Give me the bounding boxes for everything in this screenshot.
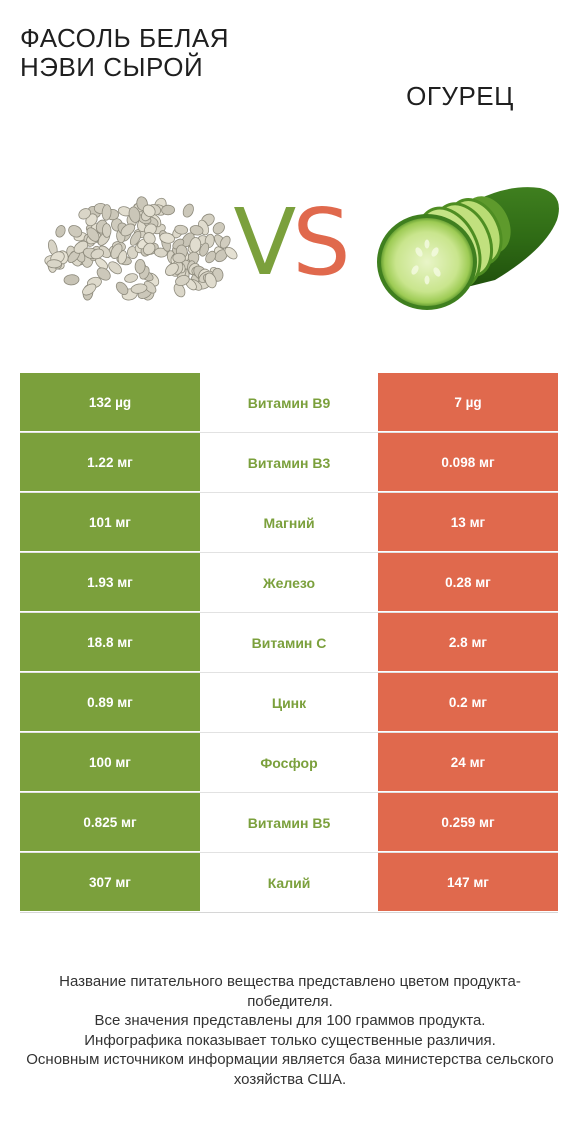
table-row: 1.93 мг Железо 0.28 мг [20,553,558,613]
left-value-cell: 0.825 мг [20,793,200,852]
left-value-cell: 307 мг [20,853,200,912]
nutrient-name-cell: Магний [200,493,378,552]
right-product-title: ОГУРЕЦ [406,81,514,111]
footer-line-3: Инфографика показывает только существенн… [84,1031,496,1049]
left-value-cell: 1.22 мг [20,433,200,492]
footer-line-4: Основным источником информации является … [26,1051,554,1088]
nutrient-name-cell: Витамин B3 [200,433,378,492]
table-row: 0.89 мг Цинк 0.2 мг [20,673,558,733]
right-value-cell: 24 мг [378,733,558,792]
right-value-cell: 0.098 мг [378,433,558,492]
vs-label: VS [228,188,352,298]
table-row: 1.22 мг Витамин B3 0.098 мг [20,433,558,493]
left-value-cell: 101 мг [20,493,200,552]
vs-v: V [233,189,296,296]
left-value-cell: 132 µg [20,373,200,432]
nutrient-name-cell: Фосфор [200,733,378,792]
right-value-cell: 13 мг [378,493,558,552]
right-value-cell: 0.2 мг [378,673,558,732]
right-value-cell: 147 мг [378,853,558,912]
table-row: 100 мг Фосфор 24 мг [20,733,558,793]
comparison-table: 132 µg Витамин B9 7 µg 1.22 мг Витамин B3 0.0… [20,373,558,913]
nutrient-name-cell: Витамин B9 [200,373,378,432]
left-product-title: ФАСОЛЬ БЕЛАЯ НЭВИ СЫРОЙ [20,23,230,82]
nutrient-name-cell: Витамин C [200,613,378,672]
right-value-cell: 0.28 мг [378,553,558,612]
vs-s: S [292,189,350,296]
footer-line-2: Все значения представлены для 100 граммо… [94,1012,486,1029]
table-row: 101 мг Магний 13 мг [20,493,558,553]
right-value-cell: 2.8 мг [378,613,558,672]
table-row: 0.825 мг Витамин B5 0.259 мг [20,793,558,853]
nutrient-name-cell: Железо [200,553,378,612]
table-row: 307 мг Калий 147 мг [20,853,558,913]
left-value-cell: 1.93 мг [20,553,200,612]
right-value-cell: 7 µg [378,373,558,432]
nutrient-name-cell: Витамин B5 [200,793,378,852]
left-value-cell: 100 мг [20,733,200,792]
cucumber-image [377,187,559,310]
table-row: 18.8 мг Витамин C 2.8 мг [20,613,558,673]
nutrient-name-cell: Цинк [200,673,378,732]
footer-line-1: Название питательного вещества представл… [59,973,521,1010]
footer-notes: Название питательного вещества представл… [20,972,560,1089]
table-row: 132 µg Витамин B9 7 µg [20,373,558,433]
left-value-cell: 18.8 мг [20,613,200,672]
navy-beans-image [44,196,238,301]
right-value-cell: 0.259 мг [378,793,558,852]
nutrient-name-cell: Калий [200,853,378,912]
left-value-cell: 0.89 мг [20,673,200,732]
